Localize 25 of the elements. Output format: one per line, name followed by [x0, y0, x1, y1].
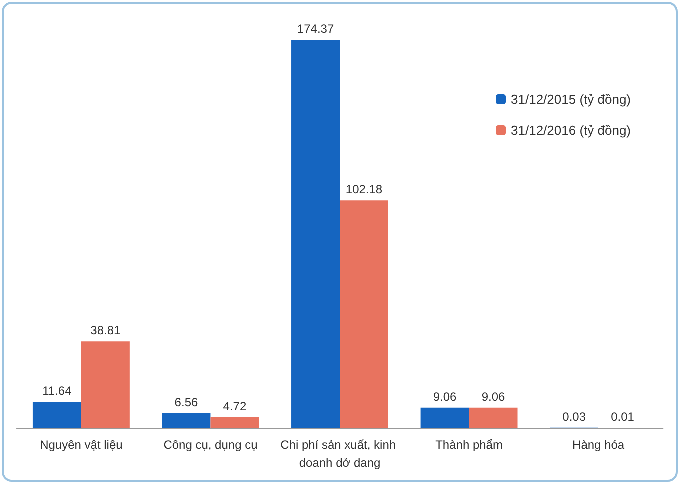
data-label: 9.06: [482, 390, 506, 404]
data-label: 174.37: [297, 22, 334, 36]
data-label: 38.81: [90, 324, 122, 338]
bar: [162, 413, 211, 428]
x-tick-label: Chi phí sản xuất, kinh doanh dở dang: [280, 438, 400, 470]
bar: [81, 342, 130, 428]
bar: [32, 402, 82, 428]
x-tick-label: Công cụ, dụng cụ: [164, 438, 258, 452]
legend-label: 31/12/2016 (tỷ đồng): [511, 123, 632, 138]
data-label: 0.03: [562, 410, 586, 424]
data-label: 9.06: [433, 390, 458, 404]
data-label: 0.01: [611, 410, 635, 424]
data-label: 11.64: [42, 384, 72, 398]
data-label: 6.56: [174, 395, 198, 410]
x-tick-label: Hàng hóa: [572, 438, 625, 452]
bar: [292, 40, 340, 428]
data-label: 4.72: [223, 399, 247, 414]
bar: [469, 408, 518, 428]
legend-label: 31/12/2015 (tỷ đồng): [511, 92, 632, 107]
x-tick-label: Thành phẩm: [436, 438, 503, 452]
bar: [210, 417, 260, 428]
bar: [420, 408, 470, 428]
x-tick-label: Nguyên vật liệu: [40, 438, 123, 452]
data-label: 102.18: [346, 182, 383, 197]
bar: [340, 200, 388, 428]
